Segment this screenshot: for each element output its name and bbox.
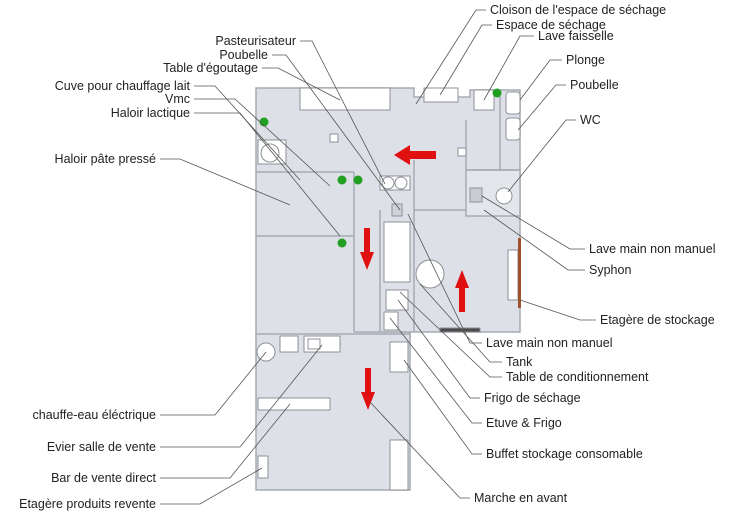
bar-vente-direct xyxy=(257,397,331,411)
vmc-dots xyxy=(259,88,502,248)
label-etagere-stockage: Etagère de stockage xyxy=(600,313,715,327)
cuve-chauffage-tank xyxy=(260,143,280,163)
flow-arrows xyxy=(360,145,469,410)
label-syphon: Syphon xyxy=(589,263,632,277)
side-shelf xyxy=(389,439,409,491)
building-outline xyxy=(255,87,521,491)
label-cloison-espace-sechage: Cloison de l'espace de séchage xyxy=(490,3,667,17)
tank-circle xyxy=(415,259,445,289)
label-marche-en-avant: Marche en avant xyxy=(474,491,568,505)
buffet-stockage xyxy=(389,341,409,373)
room-marker-2 xyxy=(457,147,467,157)
label-poubelle-2: Poubelle xyxy=(570,78,619,92)
label-haloir-lactique: Haloir lactique xyxy=(110,106,190,120)
label-buffet-stockage: Buffet stockage consomable xyxy=(486,447,643,461)
frigo-sechage-box xyxy=(385,289,409,311)
label-etuve-frigo: Etuve & Frigo xyxy=(486,416,562,430)
label-bar-vente-direct: Bar de vente direct xyxy=(51,471,156,485)
table-egouttage xyxy=(299,87,391,111)
pasteurisateur-tank-1 xyxy=(381,176,395,190)
label-haloir-pate-presse: Haloir pâte pressé xyxy=(54,152,156,166)
plonge-sink-1 xyxy=(505,91,521,115)
label-chauffe-eau: chauffe-eau éléctrique xyxy=(32,408,156,422)
plonge-sink-2 xyxy=(505,117,521,141)
label-plonge: Plonge xyxy=(566,53,605,67)
flow-arrow-left xyxy=(394,145,436,165)
label-cuve-chauffage-lait: Cuve pour chauffage lait xyxy=(54,79,190,93)
flow-arrow-down-1 xyxy=(360,228,374,270)
wc-sink xyxy=(469,187,483,203)
etuve-box xyxy=(383,311,399,331)
chauffe-eau-box xyxy=(279,335,299,353)
etagere-produits xyxy=(257,455,269,479)
flow-arrow-up xyxy=(455,270,469,312)
etagere-stockage-box xyxy=(507,249,519,301)
label-tank: Tank xyxy=(506,355,533,369)
label-wc: WC xyxy=(580,113,601,127)
label-poubelle: Poubelle xyxy=(219,48,268,62)
label-lave-faisselle: Lave faisselle xyxy=(538,29,614,43)
sales-room xyxy=(255,333,411,491)
pasteurisateur-tank-2 xyxy=(394,176,408,190)
leader-lines xyxy=(160,9,596,505)
label-table-egouttage: Table d'égoutage xyxy=(163,61,258,75)
label-table-conditionnement: Table de conditionnement xyxy=(506,370,649,384)
label-lave-main-non-manuel-2: Lave main non manuel xyxy=(486,336,613,350)
flow-arrow-down-2 xyxy=(361,368,375,410)
label-frigo-sechage: Frigo de séchage xyxy=(484,391,581,405)
label-evier-salle-vente: Evier salle de vente xyxy=(46,440,156,454)
poubelle-box xyxy=(391,203,403,217)
room-marker-1 xyxy=(329,133,339,143)
espace-sechage-box xyxy=(423,87,459,103)
label-pasteurisateur: Pasteurisateur xyxy=(215,34,296,48)
label-vmc: Vmc xyxy=(165,92,190,106)
label-lave-main-non-manuel: Lave main non manuel xyxy=(589,242,716,256)
evier-bowl xyxy=(307,338,321,350)
tank-table xyxy=(383,221,411,283)
label-espace-sechage: Espace de séchage xyxy=(496,18,606,32)
label-etagere-produits-revente: Etagère produits revente xyxy=(19,497,156,511)
etagere-stockage-wall xyxy=(518,238,521,308)
interior-walls xyxy=(256,90,520,333)
